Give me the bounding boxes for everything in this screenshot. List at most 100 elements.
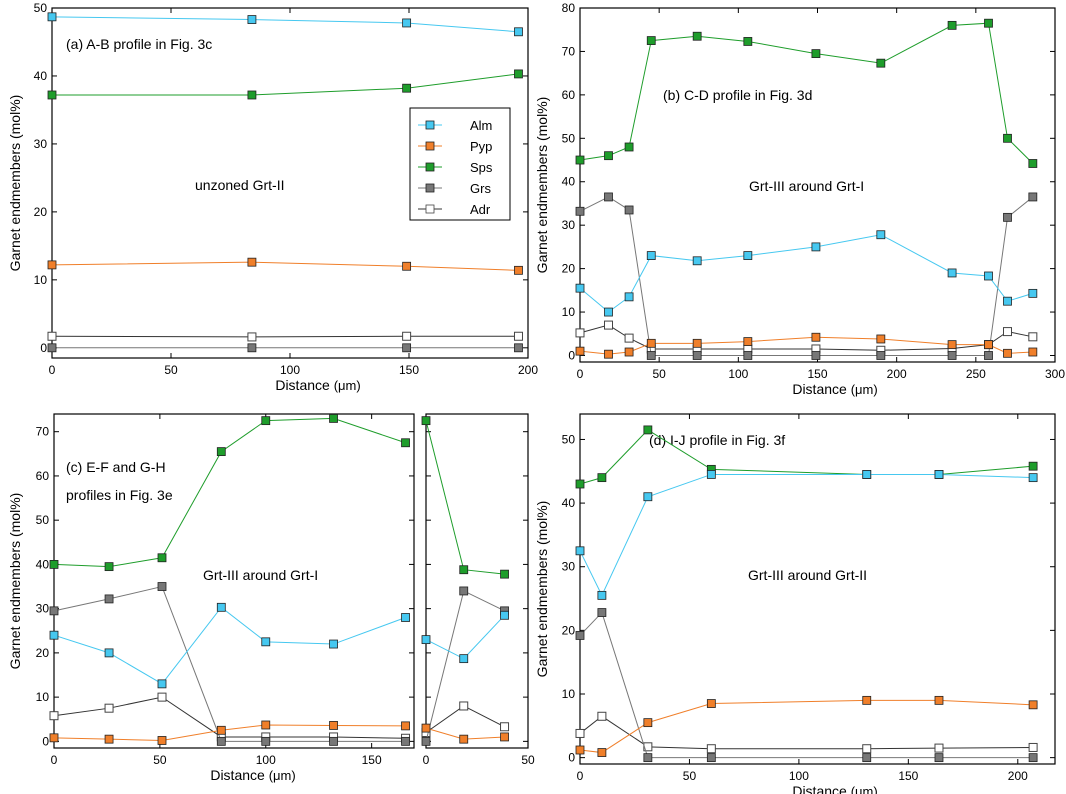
panel-a: 0 50 100 150 200 0 10 20 30 40 50 Garnet endmembers… xyxy=(7,1,538,393)
data-point-sps xyxy=(604,151,613,161)
legend-marker-pyp xyxy=(425,141,435,151)
data-point-grs xyxy=(1028,192,1038,202)
data-point-adr xyxy=(157,692,167,702)
data-point-adr xyxy=(575,328,585,338)
series-pyp xyxy=(421,723,509,744)
data-point-grs xyxy=(47,343,57,353)
data-point-grs xyxy=(157,582,167,591)
x-tick-label: 0 xyxy=(423,753,430,767)
data-point-grs xyxy=(934,753,944,763)
legend-marker-alm xyxy=(425,120,435,130)
panel-annotation: profiles in Fig. 3e xyxy=(66,487,173,503)
data-point-alm xyxy=(604,307,613,317)
series-line-grs xyxy=(579,611,1034,759)
data-point-pyp xyxy=(597,748,607,757)
x-tick-label: 0 xyxy=(577,367,584,381)
y-tick-label: 60 xyxy=(562,88,576,102)
data-point-adr xyxy=(513,331,523,341)
y-tick-label: 10 xyxy=(36,690,50,704)
data-point-grs xyxy=(984,351,993,360)
data-point-sps xyxy=(329,414,338,423)
data-point-pyp xyxy=(575,346,585,356)
data-point-pyp xyxy=(947,340,957,350)
data-point-grs xyxy=(706,753,716,763)
data-point-sps xyxy=(811,49,821,59)
y-tick-label: 20 xyxy=(36,646,50,660)
series-line-sps xyxy=(579,429,1034,485)
data-point-alm xyxy=(261,637,271,647)
data-point-adr xyxy=(934,743,944,753)
data-point-pyp xyxy=(1028,347,1038,357)
data-point-sps xyxy=(984,18,993,28)
series-line-pyp xyxy=(51,261,519,271)
data-point-pyp xyxy=(500,732,509,742)
data-point-grs xyxy=(104,594,114,604)
legend-label-grs: Grs xyxy=(470,181,491,196)
x-tick-label: 50 xyxy=(521,753,535,767)
x-tick-label: 0 xyxy=(49,363,56,377)
x-tick-label: 250 xyxy=(966,367,986,381)
data-point-sps xyxy=(247,90,257,100)
y-tick-label: 30 xyxy=(34,137,48,151)
data-point-alm xyxy=(624,292,634,302)
data-point-sps xyxy=(216,447,226,457)
data-point-sps xyxy=(947,20,957,30)
y-tick-label: 50 xyxy=(34,1,48,15)
x-tick-label: 100 xyxy=(728,367,748,381)
series-pyp xyxy=(575,332,1038,359)
data-point-pyp xyxy=(157,736,167,745)
panel-d: 0 50 100 150 200 0 10 20 30 40 50 Garnet endmembers… xyxy=(534,413,1056,794)
panel-annotation: Grt-III around Grt-II xyxy=(748,567,867,583)
data-point-pyp xyxy=(514,265,523,275)
data-point-pyp xyxy=(984,340,993,350)
panel-annotation: unzoned Grt-II xyxy=(195,177,285,193)
panel-annotation: (b) C-D profile in Fig. 3d xyxy=(663,87,812,103)
data-point-pyp xyxy=(104,734,114,744)
data-point-alm xyxy=(947,268,957,278)
x-tick-label: 50 xyxy=(164,363,178,377)
data-point-pyp xyxy=(862,695,872,705)
x-axis-title-name: Distance xyxy=(792,381,850,397)
data-point-pyp xyxy=(402,261,412,271)
data-point-adr xyxy=(1028,332,1038,342)
data-point-sps xyxy=(500,569,509,579)
data-point-alm xyxy=(104,648,114,658)
series-alm xyxy=(47,12,523,37)
data-point-sps xyxy=(421,416,431,426)
data-point-sps xyxy=(575,479,585,489)
data-point-alm xyxy=(862,470,872,479)
data-point-adr xyxy=(624,333,634,343)
series-sps xyxy=(49,414,410,572)
x-axis-title: Distance (μm) xyxy=(210,767,295,783)
x-tick-label: 100 xyxy=(256,753,276,767)
data-point-alm xyxy=(421,635,431,645)
y-tick-label: 30 xyxy=(562,218,576,232)
data-point-grs xyxy=(1003,212,1012,222)
data-point-alm xyxy=(706,470,716,479)
data-point-alm xyxy=(49,630,59,640)
legend-label-sps: Sps xyxy=(470,160,493,175)
data-point-sps xyxy=(743,37,753,46)
data-point-sps xyxy=(261,416,271,426)
data-point-alm xyxy=(876,230,886,240)
data-point-sps xyxy=(876,58,886,68)
data-point-sps xyxy=(646,36,656,45)
data-point-grs xyxy=(261,736,271,746)
legend-label-alm: Alm xyxy=(470,118,492,133)
data-point-alm xyxy=(216,602,226,612)
x-tick-label: 150 xyxy=(362,753,382,767)
data-point-grs xyxy=(947,351,957,360)
x-tick-label: 100 xyxy=(280,363,300,377)
x-tick-label: 50 xyxy=(153,753,167,767)
series-line-sps xyxy=(425,420,505,575)
data-point-alm xyxy=(500,610,509,620)
y-tick-label: 10 xyxy=(562,687,576,701)
y-tick-label: 40 xyxy=(36,557,50,571)
series-alm xyxy=(49,602,410,689)
data-point-adr xyxy=(500,722,510,732)
data-point-adr xyxy=(247,332,257,342)
panel-annotation: (a) A-B profile in Fig. 3c xyxy=(66,36,212,52)
panel-annotation: Grt-III around Grt-I xyxy=(749,178,864,194)
y-tick-label: 40 xyxy=(34,69,48,83)
